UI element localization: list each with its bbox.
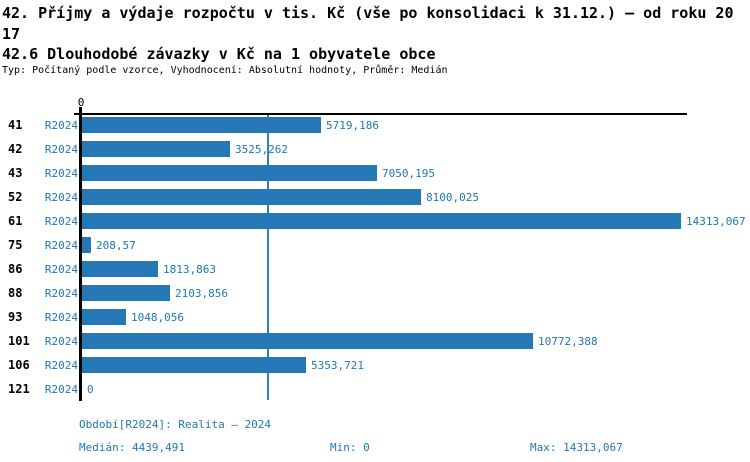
row-category-label: 121 [8,382,30,396]
row-category-label: 75 [8,238,23,252]
bar-value-label: 14313,067 [686,215,746,228]
x-axis-zero-tick-label: 0 [77,96,85,109]
footer-min-value: Min: 0 [330,441,370,454]
row-period-label: R2024 [44,383,78,396]
bar [82,309,126,325]
bar [82,141,230,157]
bar [82,165,377,181]
row-category-label: 52 [8,190,23,204]
bar [82,261,158,277]
x-axis-line [74,113,687,115]
bar [82,333,533,349]
row-category-label: 106 [8,358,30,372]
row-period-label: R2024 [44,239,78,252]
row-period-label: R2024 [44,143,78,156]
row-period-label: R2024 [44,335,78,348]
bar [82,117,321,133]
footer-max-value: Max: 14313,067 [530,441,623,454]
row-period-label: R2024 [44,167,78,180]
row-period-label: R2024 [44,119,78,132]
chart-meta-info: Typ: Počítaný podle vzorce, Vyhodnocení:… [2,65,448,76]
bar [82,357,306,373]
median-reference-line [267,114,269,400]
row-category-label: 86 [8,262,23,276]
bar-value-label: 0 [87,383,94,396]
bar-value-label: 1813,863 [163,263,216,276]
row-period-label: R2024 [44,287,78,300]
bar [82,213,681,229]
bar [82,285,170,301]
row-category-label: 101 [8,334,30,348]
row-period-label: R2024 [44,311,78,324]
row-category-label: 61 [8,214,23,228]
chart-title-line1: 42. Příjmy a výdaje rozpočtu v tis. Kč (… [2,4,734,22]
bar-value-label: 8100,025 [426,191,479,204]
footer-period-info: Období[R2024]: Realita – 2024 [79,418,272,431]
row-category-label: 43 [8,166,23,180]
chart-title-line2: 17 [2,25,21,43]
bar-value-label: 2103,856 [175,287,228,300]
bar-value-label: 1048,056 [131,311,184,324]
row-period-label: R2024 [44,359,78,372]
row-category-label: 41 [8,118,23,132]
bar-value-label: 3525,262 [235,143,288,156]
row-period-label: R2024 [44,191,78,204]
row-period-label: R2024 [44,263,78,276]
row-category-label: 42 [8,142,23,156]
footer-median-value: Medián: 4439,491 [79,441,185,454]
row-category-label: 88 [8,286,23,300]
bar-value-label: 5719,186 [326,119,379,132]
row-period-label: R2024 [44,215,78,228]
bar [82,237,91,253]
chart-subtitle: 42.6 Dlouhodobé závazky v Kč na 1 obyvat… [2,45,436,63]
bar-value-label: 7050,195 [382,167,435,180]
row-category-label: 93 [8,310,23,324]
bar-value-label: 5353,721 [311,359,364,372]
bar [82,189,421,205]
bar-value-label: 208,57 [96,239,136,252]
y-axis-line [79,107,82,401]
bar-value-label: 10772,388 [538,335,598,348]
